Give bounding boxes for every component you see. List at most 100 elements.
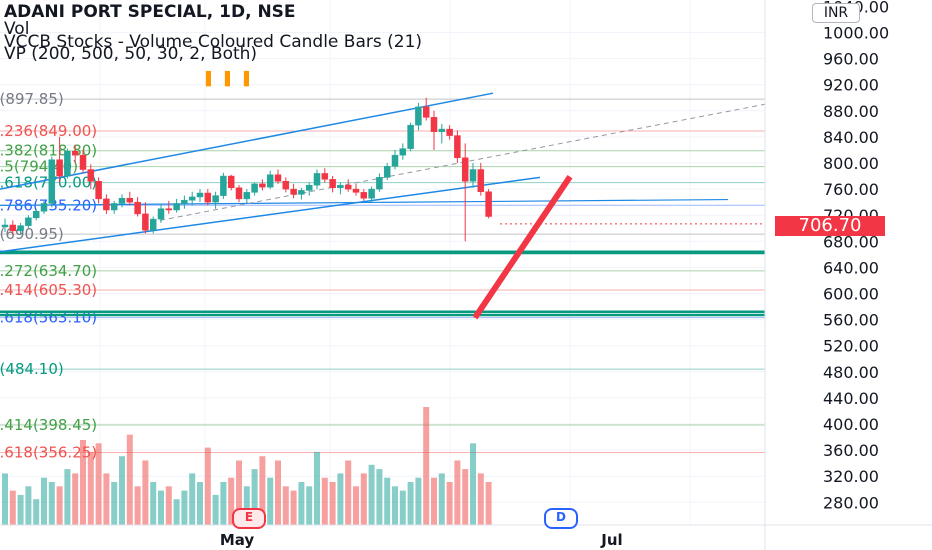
candle-body (376, 177, 383, 190)
y-tick-label: 440.00 (823, 389, 879, 408)
volume-bar (236, 460, 242, 525)
volume-bar (368, 464, 375, 525)
candle-body (227, 175, 235, 189)
volume-bar (204, 447, 211, 525)
volume-bar (337, 473, 344, 525)
candle-body (274, 174, 282, 182)
fib-label: 1.414(605.30) (0, 281, 97, 299)
vol-indicator-label[interactable]: Vol (4, 19, 30, 39)
volume-bar (48, 482, 55, 525)
x-tick-label: May (220, 531, 255, 549)
candle-body (165, 208, 173, 211)
red-arrow-line (472, 175, 573, 320)
candle-body (9, 224, 17, 232)
candle-body (461, 157, 469, 182)
vp-indicator-label[interactable]: VP (200, 500, 50, 30, 2, Both) (4, 44, 258, 64)
fib-label: 0.236(849.00) (0, 122, 97, 140)
volume-bar (423, 407, 430, 525)
candle-body (251, 183, 258, 193)
candle-body (391, 154, 399, 167)
candle-body (266, 174, 274, 188)
y-tick-label: 520.00 (823, 337, 879, 356)
volume-bar (243, 486, 250, 525)
candle-body (407, 124, 414, 149)
volume-bar (485, 482, 492, 525)
volume-bar (462, 469, 469, 525)
candle-body (454, 135, 461, 159)
horizontal-ray (0, 198, 729, 207)
candle-body (134, 201, 141, 215)
volume-bar (329, 482, 336, 525)
y-tick-label: 600.00 (823, 285, 879, 304)
candle-body (173, 203, 180, 211)
dividend-event-icon[interactable]: D (544, 508, 578, 529)
volume-bar (306, 486, 313, 525)
candle-body (142, 213, 149, 231)
fib-label: 1.272(634.70) (0, 262, 97, 280)
volume-bar (181, 490, 188, 525)
candle-body (243, 192, 251, 200)
volume-bar (282, 486, 289, 525)
volume-bar (438, 473, 445, 525)
volume-bar (134, 486, 141, 525)
candle-body (149, 218, 157, 231)
earnings-event-icon[interactable]: E (232, 508, 266, 529)
volume-bar (228, 477, 235, 525)
event-marks[interactable]: ▌▌▌ (206, 72, 263, 87)
volume-bar (103, 473, 110, 525)
volume-bar (314, 451, 320, 525)
volume-bar (415, 477, 422, 525)
y-tick-label: 840.00 (823, 128, 879, 147)
fib-label: 2.414(398.45) (0, 416, 97, 434)
vccb-indicator-label[interactable]: VCCB Stocks - Volume Coloured Candle Bar… (4, 32, 423, 52)
volume-bar (399, 490, 406, 525)
y-tick-label: 920.00 (823, 76, 879, 95)
volume-bar (9, 490, 16, 525)
volume-bar (407, 482, 414, 525)
candle-body (95, 181, 102, 200)
candle-body (17, 225, 24, 232)
candle-body (181, 199, 188, 204)
x-tick-label: Jul (600, 531, 622, 549)
candle-body (352, 188, 360, 193)
y-tick-label: 400.00 (823, 415, 879, 434)
candle-body (305, 184, 313, 191)
currency-button[interactable]: INR (812, 3, 860, 23)
candle-body (360, 192, 368, 199)
candle-body (220, 175, 227, 196)
volume-bar (345, 460, 352, 525)
volume-bar (33, 499, 40, 525)
candle-body (212, 195, 219, 203)
y-tick-label: 1000.00 (823, 24, 889, 43)
candle-body (79, 154, 87, 170)
channel-lower-line (0, 176, 541, 253)
y-tick-label: 640.00 (823, 258, 879, 277)
candle-body (344, 184, 352, 190)
candle-body (422, 106, 430, 118)
candle-body (204, 192, 212, 203)
volume-bar (470, 443, 476, 525)
chart-title: ADANI PORT SPECIAL, 1D, NSE (4, 2, 296, 22)
candle-body (87, 169, 95, 182)
candle-body (469, 169, 477, 182)
volume-bar (251, 469, 258, 525)
volume-bar (150, 482, 157, 525)
volume-bar (64, 469, 71, 525)
fib-label: 1.618(563.10) (0, 309, 97, 327)
candle-body (103, 198, 110, 211)
volume-bar (267, 477, 274, 525)
volume-bar (72, 473, 79, 525)
candle-body (430, 117, 438, 132)
fibonacci-retracement: 0(897.85)0.236(849.00)0.382(818.80)0.5(7… (0, 90, 765, 462)
candle-body (321, 173, 329, 180)
volume-bars (2, 407, 492, 525)
candle-body (235, 187, 243, 200)
channel-upper-line (0, 92, 494, 190)
y-tick-label: 960.00 (823, 50, 879, 69)
candle-body (477, 169, 485, 192)
volume-bar (454, 460, 461, 525)
volume-bar (126, 434, 133, 525)
volume-bar (95, 443, 102, 525)
support-levels (0, 223, 765, 317)
